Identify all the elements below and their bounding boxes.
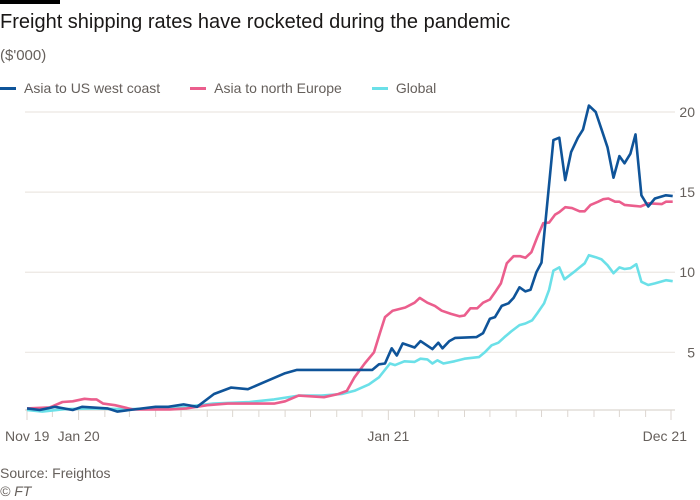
series-line-asia-to-north-europe: [26, 197, 673, 411]
chart-subtitle: ($'000): [0, 47, 47, 64]
legend-swatch: [371, 86, 388, 90]
source-note: Source: Freightos: [0, 465, 111, 481]
x-tick-label: Jan 21: [367, 428, 409, 444]
copyright: © FT: [0, 483, 32, 499]
chart-title: Freight shipping rates have rocketed dur…: [0, 11, 511, 33]
legend: Asia to US west coast Asia to north Euro…: [0, 80, 466, 96]
y-tick-label: 10: [679, 264, 695, 280]
x-tick-label: Jan 20: [58, 428, 100, 444]
legend-item-north-europe: Asia to north Europe: [190, 80, 342, 96]
y-tick-label: 5: [687, 344, 695, 360]
legend-label: Asia to US west coast: [24, 80, 161, 96]
ft-brand-bar: [0, 0, 60, 4]
legend-label: Global: [395, 80, 437, 96]
y-tick-label: 15: [679, 184, 695, 200]
series-line-asia-to-us-west-coast: [26, 104, 673, 413]
y-tick-label: 20: [679, 104, 695, 120]
x-tick-label: Dec 21: [643, 428, 688, 444]
x-tick-label: Nov 19: [5, 428, 50, 444]
legend-label: Asia to north Europe: [214, 80, 342, 96]
legend-swatch: [0, 86, 16, 90]
legend-swatch: [190, 86, 207, 90]
legend-item-global: Global: [371, 80, 437, 96]
legend-item-us-west-coast: Asia to US west coast: [0, 80, 160, 96]
